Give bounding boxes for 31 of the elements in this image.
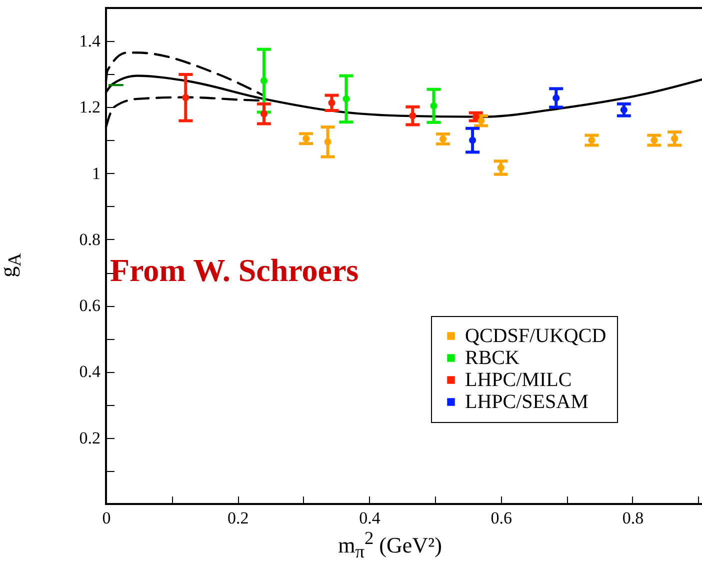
y-tick-label: 0.6 (79, 296, 100, 316)
legend-label: QCDSF/UKQCD (465, 325, 606, 347)
x-tick-label: 0.2 (227, 508, 249, 528)
y-tick-label: 1.4 (79, 32, 101, 51)
point (342, 95, 350, 102)
point (260, 110, 268, 118)
point (430, 102, 438, 110)
point (324, 138, 332, 146)
point (328, 99, 336, 106)
point (552, 94, 560, 102)
point (671, 135, 678, 142)
y-tick-label: 0.8 (79, 230, 100, 249)
x-tick-label: 0.8 (622, 508, 644, 528)
legend-label: RBCK (465, 347, 520, 369)
x-tick-label: 0.4 (359, 508, 381, 528)
x-tick-label: 0 (102, 508, 111, 528)
y-tick-label: 1.2 (79, 98, 100, 117)
y-tick-label: 1 (92, 164, 100, 183)
point (497, 164, 504, 172)
point (182, 94, 190, 102)
x-tick-label: 0.6 (490, 508, 512, 528)
legend-label: LHPC/MILC (465, 369, 572, 391)
annotation: From W. Schroers (110, 252, 359, 289)
point (260, 77, 268, 84)
point (620, 106, 628, 114)
x-axis-title: m$_{π}$$^{2}$ (GeV²) (337, 528, 443, 563)
y-tick-label: 0.4 (79, 362, 101, 382)
legend-label: LHPC/SESAM (465, 391, 589, 413)
point (409, 112, 416, 120)
y-tick-label: 0.2 (79, 428, 100, 448)
point (469, 136, 476, 144)
